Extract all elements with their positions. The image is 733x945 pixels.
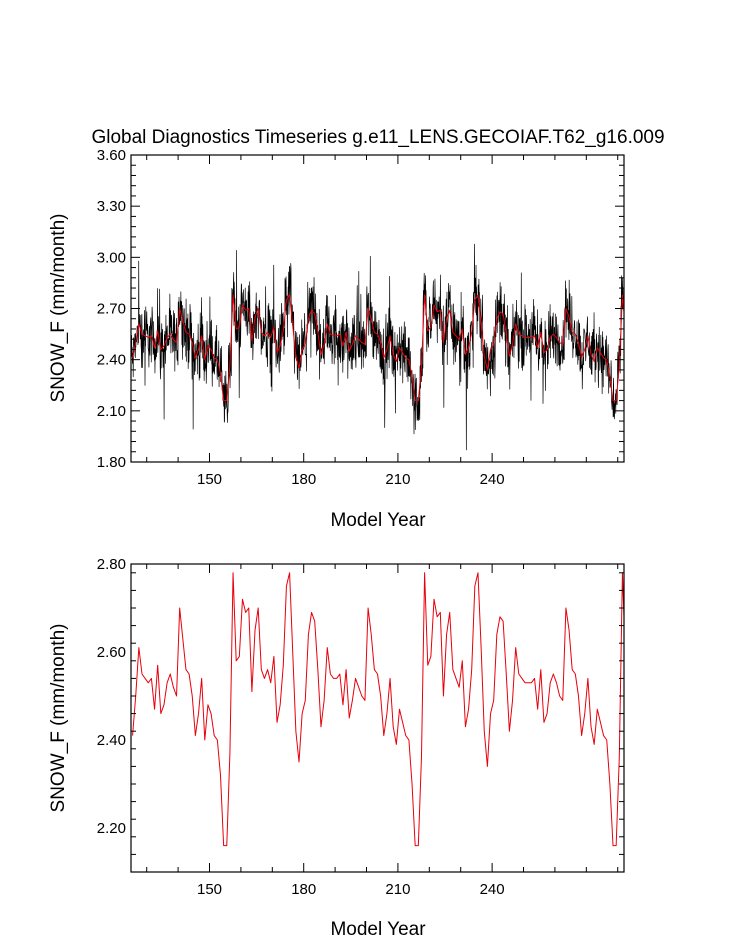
chart-title: Global Diagnostics Timeseries g.e11_LENS… <box>91 127 664 148</box>
x-tick-label: 180 <box>291 471 316 488</box>
chart-panel-top: Global Diagnostics Timeseries g.e11_LENS… <box>48 127 665 531</box>
y-axis-title-top: SNOW_F (mm/month) <box>48 214 69 403</box>
x-tick-label: 150 <box>197 471 222 488</box>
series-line-annual-mean <box>132 572 624 847</box>
x-tick-label: 240 <box>480 881 505 898</box>
x-tick-label: 210 <box>385 471 410 488</box>
y-tick-label: 2.10 <box>97 403 126 420</box>
x-axis-title-top: Model Year <box>330 510 426 531</box>
y-tick-label: 3.60 <box>97 147 126 164</box>
y-axis-title-bottom: SNOW_F (mm/month) <box>48 624 69 813</box>
y-tick-label: 2.60 <box>97 644 126 661</box>
x-tick-label: 180 <box>291 881 316 898</box>
x-tick-label: 150 <box>197 881 222 898</box>
y-tick-label: 3.00 <box>97 249 126 266</box>
series-line-annual-mean <box>132 294 624 402</box>
y-tick-label: 1.80 <box>97 454 126 471</box>
x-tick-label: 240 <box>480 471 505 488</box>
x-tick-label: 210 <box>385 881 410 898</box>
series-line-monthly <box>131 243 624 451</box>
y-tick-label: 2.20 <box>97 820 126 837</box>
y-tick-label: 2.70 <box>97 301 126 318</box>
x-axis-title-bottom: Model Year <box>330 919 426 940</box>
y-tick-label: 3.30 <box>97 198 126 215</box>
plot-frame-bottom <box>130 563 625 873</box>
y-tick-label: 2.40 <box>97 732 126 749</box>
y-tick-label: 2.40 <box>97 352 126 369</box>
y-tick-label: 2.80 <box>97 556 126 573</box>
